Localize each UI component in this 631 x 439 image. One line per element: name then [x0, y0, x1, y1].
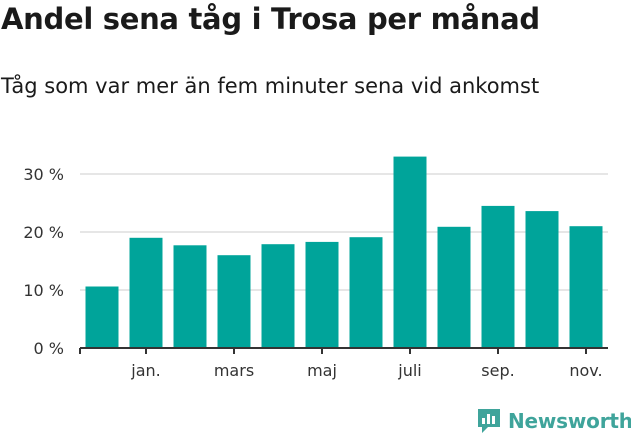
bar-apr [261, 244, 295, 348]
brand-logo: Newsworthy [476, 407, 631, 435]
x-tick-label: sep. [481, 361, 514, 380]
x-tick-label: nov. [569, 361, 602, 380]
x-tick-label: jan. [130, 361, 160, 380]
brand-name: Newsworthy [508, 409, 631, 433]
chart-title: Andel sena tåg i Trosa per månad [1, 2, 540, 36]
bar-juli [393, 156, 427, 348]
chart-subtitle: Tåg som var mer än fem minuter sena vid … [1, 74, 540, 98]
bar-mars [217, 255, 251, 348]
bar-nov [569, 226, 603, 348]
x-tick-label: juli [397, 361, 421, 380]
bar-okt [525, 211, 559, 348]
bar-aug [437, 226, 471, 348]
y-tick-label: 10 % [23, 281, 64, 300]
bar-maj [305, 241, 339, 348]
bar-juni [349, 237, 383, 348]
x-tick-label: maj [307, 361, 337, 380]
newsworthy-logo-icon [478, 409, 500, 433]
x-tick-label: mars [214, 361, 254, 380]
bar-sep [481, 205, 515, 348]
bar-feb [173, 245, 207, 348]
y-tick-label: 30 % [23, 165, 64, 184]
bar-jan [129, 237, 163, 348]
y-tick-label: 20 % [23, 223, 64, 242]
bar-dec [85, 286, 119, 348]
y-tick-label: 0 % [34, 339, 64, 358]
